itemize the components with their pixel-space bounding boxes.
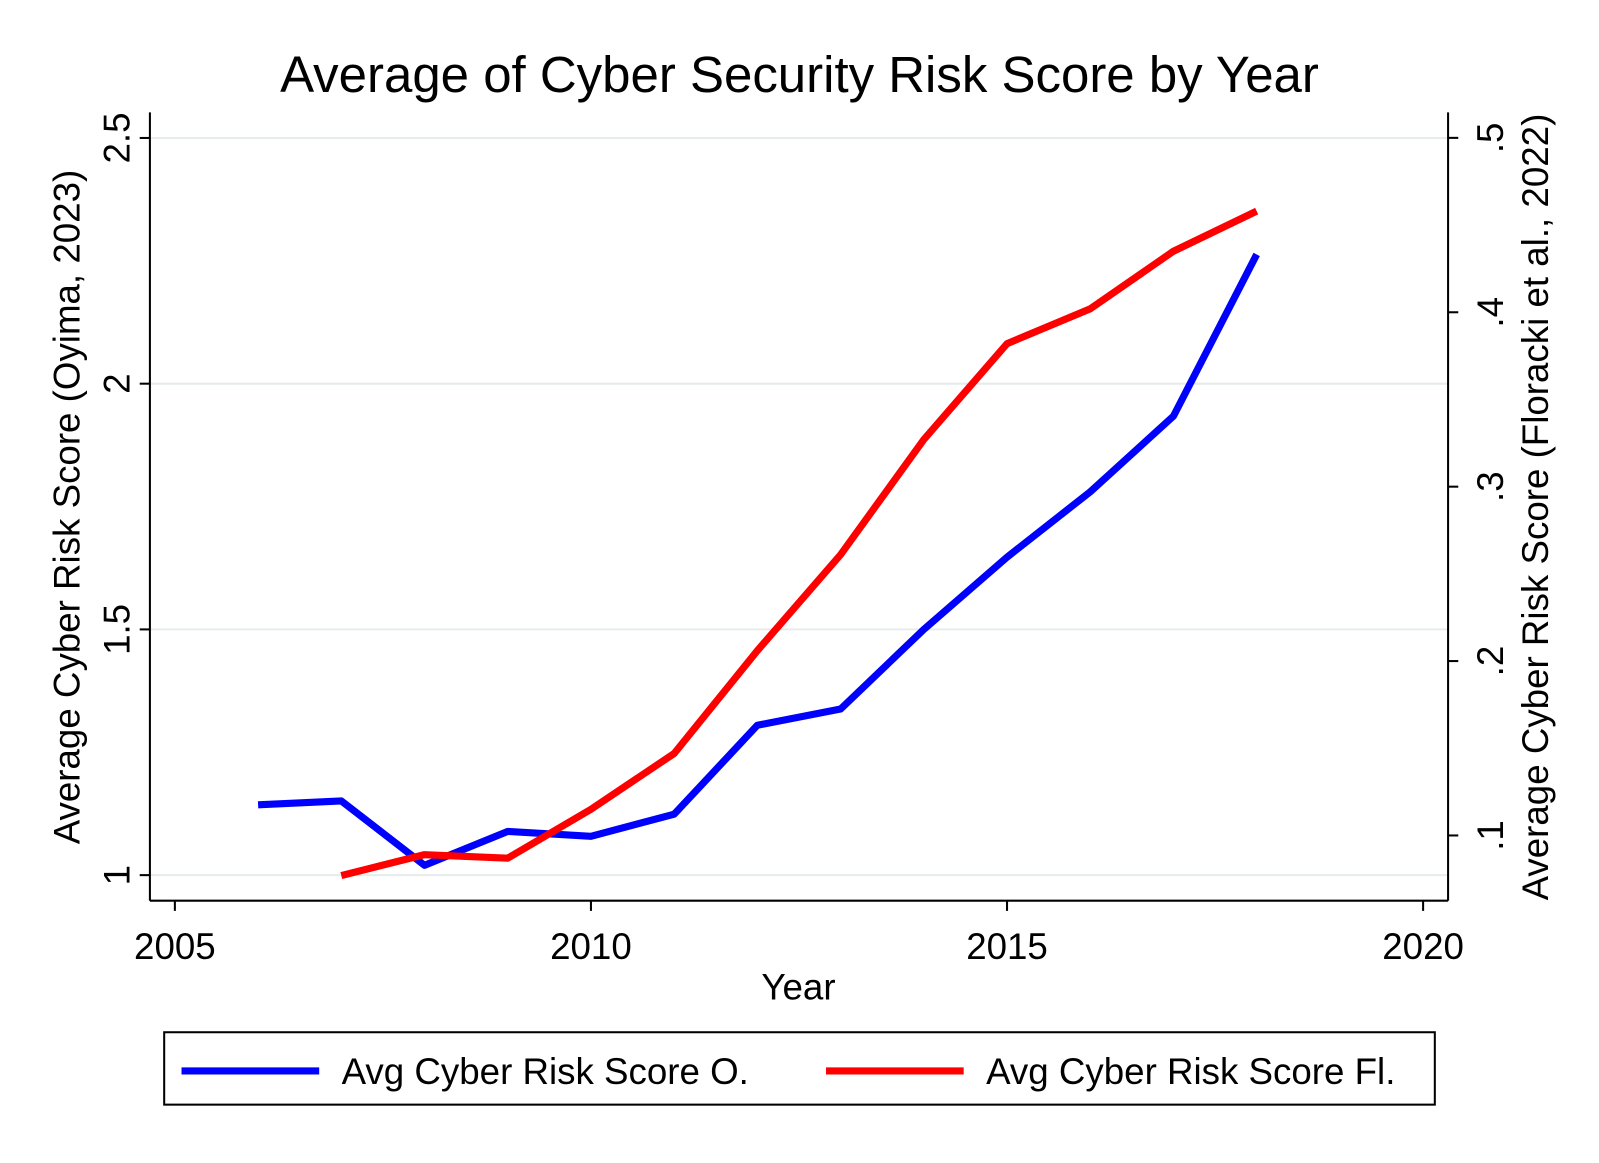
- y2-axis-title: Average Cyber Risk Score (Floracki et al…: [1515, 114, 1556, 901]
- y-axis-title: Average Cyber Risk Score (Oyima, 2023): [47, 170, 88, 845]
- legend-box: [163, 1031, 1436, 1106]
- legend-label: Avg Cyber Risk Score O.: [342, 1051, 749, 1092]
- y2-tick-label: .3: [1470, 471, 1511, 502]
- x-tick-label: 2010: [550, 926, 632, 967]
- y2-tick-label: .5: [1470, 123, 1511, 154]
- y-tick-label: 2: [97, 373, 138, 393]
- y2-tick-label: .1: [1470, 820, 1511, 851]
- y2-tick-label: .4: [1470, 297, 1511, 328]
- x-tick-label: 2020: [1382, 926, 1464, 967]
- y-tick-label: 2.5: [97, 112, 138, 163]
- x-axis-title: Year: [761, 967, 835, 1008]
- series-line: [340, 207, 1259, 880]
- x-tick-label: 2005: [134, 926, 216, 967]
- x-tick-label: 2015: [966, 926, 1048, 967]
- chart-title: Average of Cyber Security Risk Score by …: [280, 46, 1319, 103]
- y-tick-label: 1: [97, 865, 138, 885]
- y2-tick-label: .2: [1470, 646, 1511, 677]
- series-line: [257, 252, 1260, 869]
- legend-label: Avg Cyber Risk Score Fl.: [986, 1051, 1395, 1092]
- y-tick-label: 1.5: [97, 604, 138, 655]
